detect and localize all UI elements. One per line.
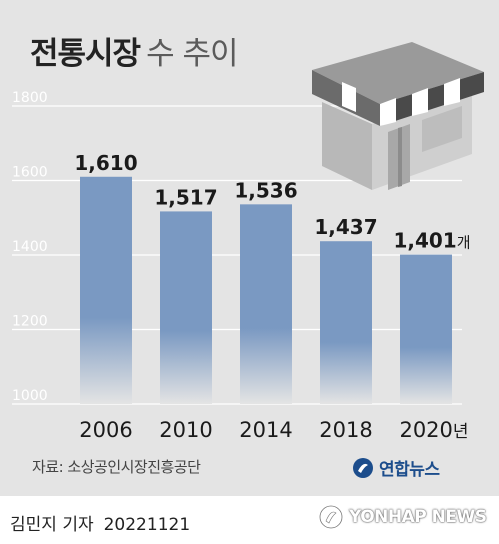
byline: 김민지 기자 20221121 [10, 510, 190, 535]
x-tick-label: 2006 [79, 418, 132, 442]
logo-text: 연합뉴스 [379, 460, 440, 480]
watermark-text: YONHAP NEWS [349, 507, 487, 527]
y-tick-label: 1000 [12, 388, 48, 404]
source-note: 자료: 소상공인시장진흥공단 [32, 458, 201, 476]
reporter-name: 김민지 기자 [10, 515, 94, 535]
publish-date: 20221121 [103, 515, 191, 535]
y-tick-label: 1200 [12, 314, 48, 330]
bar-value-label: 1,536 [234, 178, 297, 202]
bar-value-label: 1,610 [74, 151, 137, 175]
chart-title: 전통시장 수 추이 [30, 28, 239, 73]
bar [400, 254, 452, 404]
x-tick-label: 2018 [319, 418, 372, 442]
y-tick-label: 1800 [12, 90, 48, 106]
market-store-icon [312, 42, 484, 190]
title-sub: 수 추이 [146, 36, 238, 72]
footer: 김민지 기자 20221121 YONHAP NEWS [0, 496, 499, 544]
x-tick-label: 2014 [239, 418, 292, 442]
x-tick-label: 2020년 [399, 418, 468, 442]
yonhap-watermark-icon [318, 504, 344, 530]
bar-chart: 1800 1600 1400 1200 1000 1,610 1,517 1,536 1,43… [12, 42, 484, 442]
bar-value-label: 1,401개 [393, 229, 470, 253]
yonhap-logo: 연합뉴스 [352, 455, 440, 480]
bar-value-label: 1,517 [154, 185, 217, 209]
y-tick-label: 1600 [12, 165, 48, 181]
yonhap-logo-icon [353, 457, 373, 478]
bar [240, 204, 292, 404]
watermark: YONHAP NEWS [318, 504, 487, 530]
title-main: 전통시장 [30, 36, 141, 72]
bar [320, 241, 372, 404]
y-tick-label: 1400 [12, 239, 48, 255]
bar [160, 211, 212, 404]
bar [80, 176, 132, 404]
x-tick-label: 2010 [159, 418, 212, 442]
bar-value-label: 1,437 [314, 215, 377, 239]
